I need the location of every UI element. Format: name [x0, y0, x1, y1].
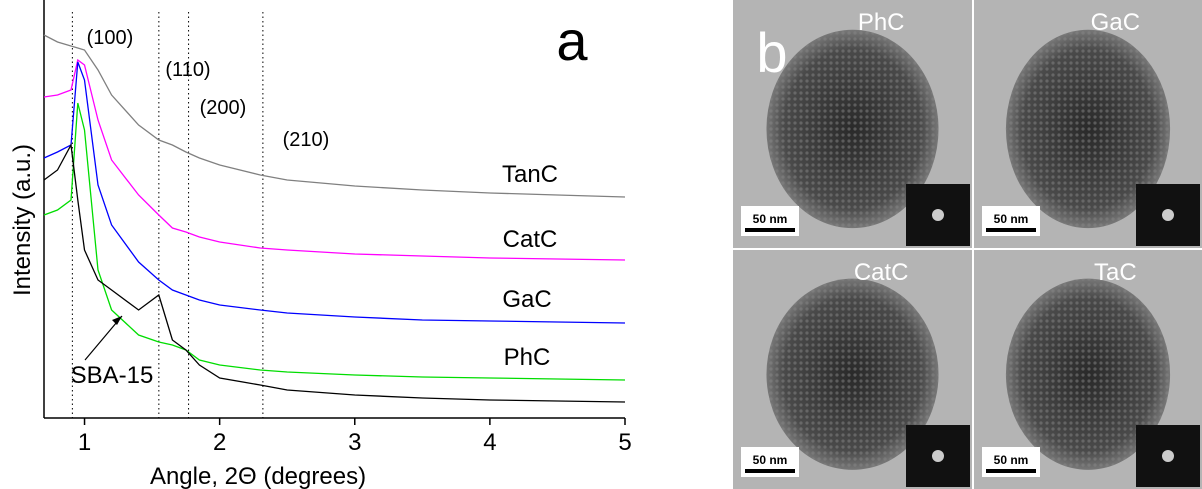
reference-label: (110) — [165, 59, 210, 81]
particle-pores — [1005, 278, 1171, 470]
image-label: CatC — [854, 259, 909, 286]
fft-spot — [932, 209, 944, 221]
particle-pores — [766, 29, 939, 229]
series-label: TanC — [502, 161, 558, 188]
image-label: TaC — [1094, 259, 1137, 286]
x-tick-label: 1 — [78, 429, 91, 456]
particle-pores — [766, 278, 939, 470]
reference-label: (200) — [200, 97, 247, 119]
series-label: GaC — [502, 286, 551, 313]
series-label: PhC — [504, 344, 551, 371]
series-label: SBA-15 — [71, 362, 154, 389]
reference-label: (100) — [87, 27, 134, 49]
x-tick-label: 4 — [483, 429, 496, 456]
series-line — [43, 61, 626, 324]
particle-pores — [1005, 29, 1171, 229]
series-line — [43, 142, 626, 403]
series-line — [43, 102, 626, 381]
series-line — [43, 58, 626, 261]
series-line — [43, 34, 626, 198]
arrow-head — [112, 316, 122, 325]
fft-spot — [1162, 450, 1174, 462]
series-label: CatC — [503, 226, 558, 253]
panel-label: b — [756, 21, 787, 84]
x-tick-label: 5 — [618, 429, 631, 456]
y-axis-title: Intensity (a.u.) — [9, 144, 36, 296]
x-tick-label: 3 — [348, 429, 361, 456]
fft-spot — [932, 450, 944, 462]
image-label: PhC — [858, 9, 905, 36]
panel-label: a — [556, 9, 588, 72]
image-label: GaC — [1091, 9, 1140, 36]
x-axis-title: Angle, 2Θ (degrees) — [150, 463, 366, 489]
reference-label: (210) — [283, 129, 330, 151]
scale-label: 50 nm — [753, 212, 788, 226]
scale-label: 50 nm — [994, 453, 1029, 467]
fft-spot — [1162, 209, 1174, 221]
x-tick-label: 2 — [213, 429, 226, 456]
scale-label: 50 nm — [994, 212, 1029, 226]
scale-label: 50 nm — [753, 453, 788, 467]
